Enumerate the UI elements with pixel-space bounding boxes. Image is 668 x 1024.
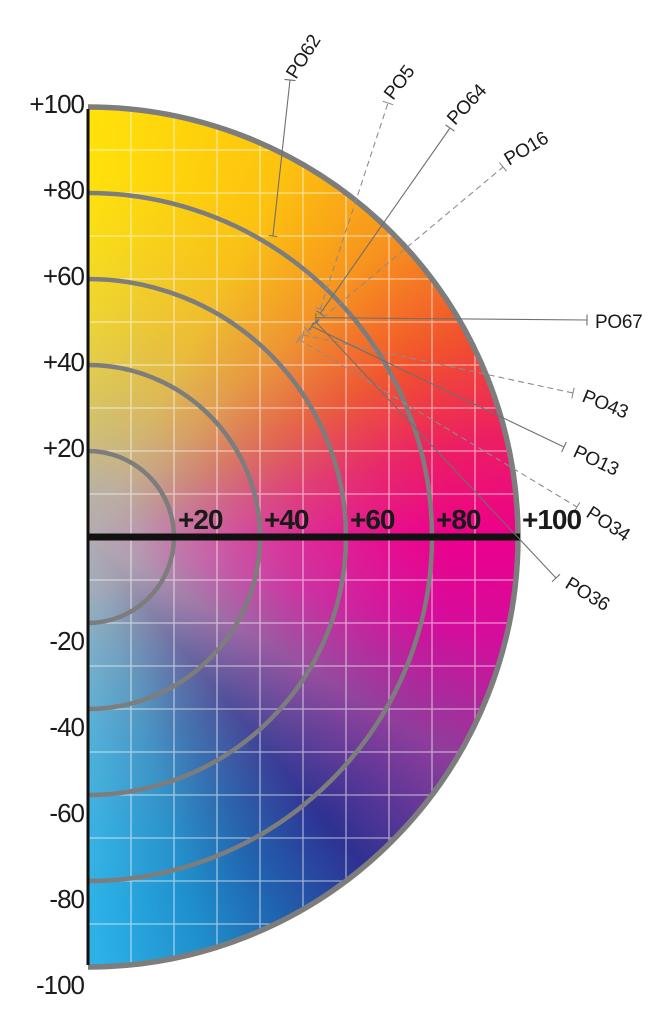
point-label-PO13: PO13: [570, 441, 622, 480]
leader-PO36: [315, 321, 557, 579]
leader-tick-PO36: [551, 573, 561, 583]
leader-tick-PO13: [561, 441, 567, 453]
point-label-PO16: PO16: [501, 128, 552, 170]
a-axis-tick-100: +100: [522, 504, 582, 535]
leader-PO64: [319, 127, 451, 314]
leader-tick-PO64: [445, 124, 455, 132]
leader-PO67: [315, 317, 588, 321]
a-axis-tick-40: +40: [264, 504, 309, 535]
leader-tick-PO34: [573, 502, 581, 512]
leader-tick-PO36: [312, 318, 320, 326]
b-axis-tick-100: +100: [29, 89, 85, 119]
b-axis-tick--80: -80: [49, 884, 85, 914]
point-label-PO36: PO36: [561, 573, 612, 615]
b-axis-tick-40: +40: [42, 347, 85, 377]
b-axis-tick-20: +20: [42, 433, 85, 463]
a-axis-tick-60: +60: [350, 504, 395, 535]
point-label-PO34: PO34: [582, 503, 634, 547]
b-axis-tick--40: -40: [49, 712, 85, 742]
b-axis-tick--100: -100: [35, 970, 85, 1000]
leader-tick-PO16: [499, 162, 507, 172]
point-label-PO43: PO43: [579, 386, 631, 423]
leader-tick-PO34: [295, 335, 302, 344]
a-axis-tick-80: +80: [436, 504, 481, 535]
leader-PO13: [311, 325, 565, 448]
b-axis-tick-60: +60: [42, 261, 85, 291]
leader-tick-PO43: [571, 387, 575, 399]
leader-PO62: [272, 79, 291, 237]
leader-PO43: [302, 334, 574, 394]
b-axis-tick-80: +80: [42, 175, 85, 205]
point-label-PO67: PO67: [595, 312, 642, 333]
point-label-PO5: PO5: [380, 62, 419, 104]
b-axis-tick--20: -20: [49, 626, 85, 656]
leader-tick-PO16: [303, 326, 311, 335]
a-axis-tick-20: +20: [178, 504, 223, 535]
leader-tick-PO62: [284, 78, 296, 82]
b-axis-tick--60: -60: [49, 798, 85, 828]
point-label-PO64: PO64: [443, 80, 491, 130]
leader-tick-PO62: [268, 234, 278, 238]
leader-PO16: [306, 166, 504, 332]
leader-tick-PO64: [316, 310, 325, 317]
point-label-PO62: PO62: [282, 31, 325, 82]
leader-tick-PO5: [382, 100, 394, 106]
leader-tick-PO13: [309, 322, 315, 331]
leader-tick-PO43: [301, 330, 305, 340]
leader-PO34: [298, 338, 578, 508]
leader-PO5: [319, 102, 389, 310]
